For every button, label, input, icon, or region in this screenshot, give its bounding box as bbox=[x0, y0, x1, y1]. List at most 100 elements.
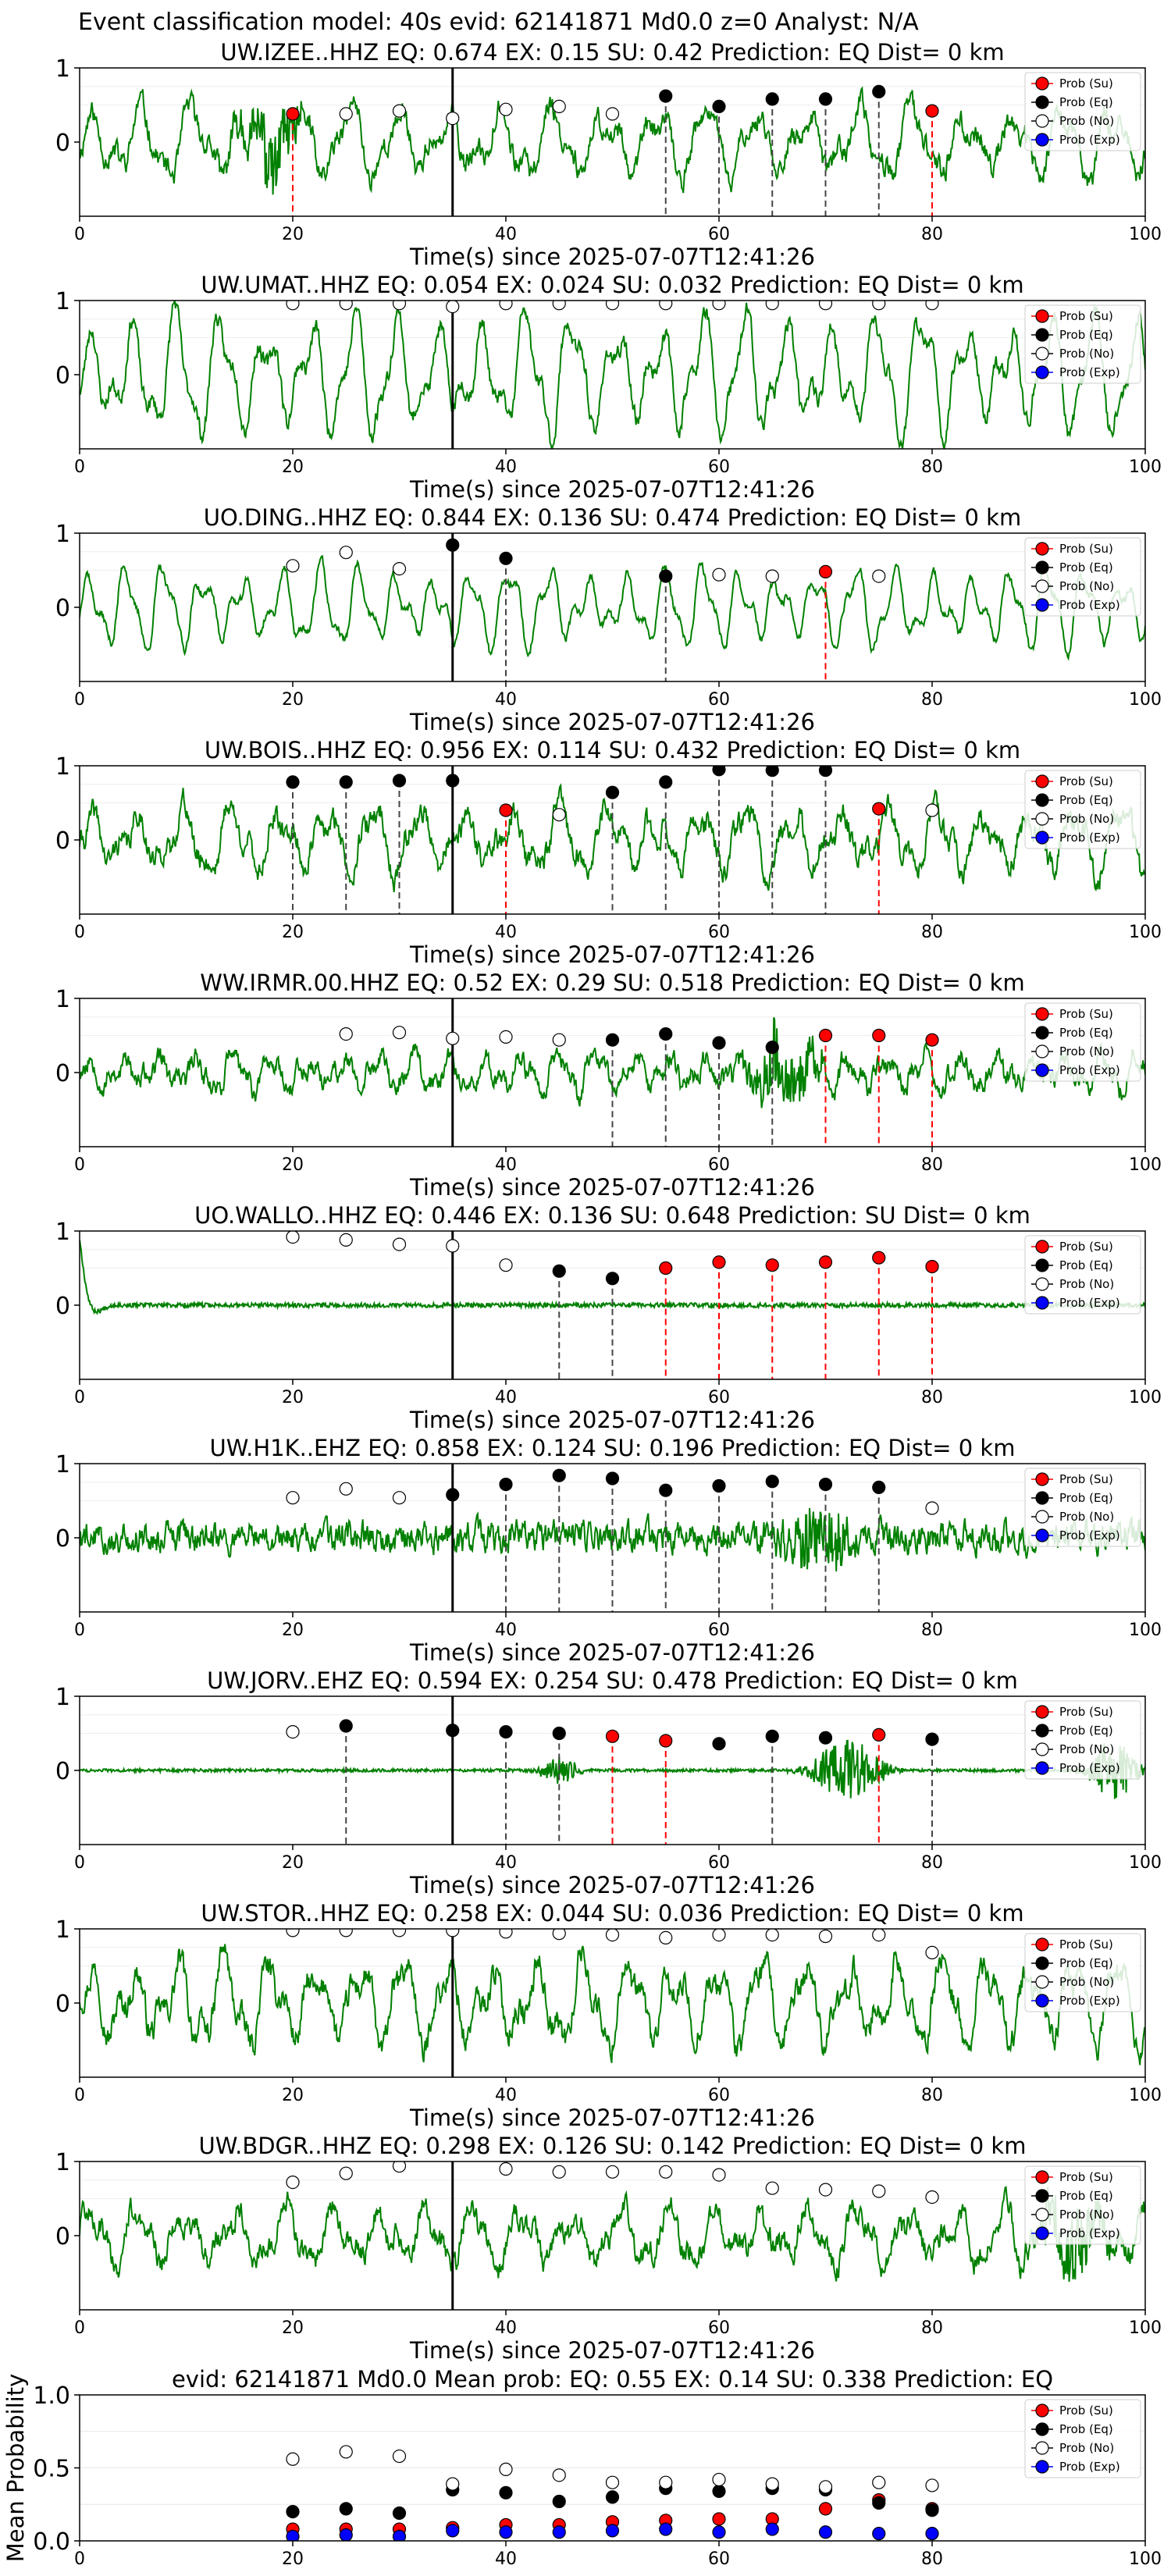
station-panel-6-x-tick-label-2: 40 bbox=[495, 1388, 517, 1407]
station-panel-10-x-tick-label-1: 20 bbox=[282, 2318, 304, 2338]
station-panel-9-x-tick-label-2: 40 bbox=[495, 2086, 517, 2105]
station-panel-10-x-tick-label-3: 60 bbox=[708, 2318, 730, 2338]
station-panel-10-y-ticks: 01 bbox=[55, 2149, 80, 2250]
station-panel-6-prob-marker-9 bbox=[765, 1258, 779, 1272]
station-panel-10-legend-marker-eq bbox=[1035, 2189, 1049, 2203]
station-panel-10-y-tick-label-0: 0 bbox=[55, 2223, 70, 2250]
station-panel-2-prob-marker-12 bbox=[925, 301, 939, 311]
station-panel-10-legend-marker-exp bbox=[1035, 2226, 1049, 2240]
station-panel-10-y-tick-label-1: 1 bbox=[55, 2149, 70, 2176]
station-panel-7-prob-marker-10 bbox=[818, 1477, 833, 1492]
station-panel-4-prob-marker-6 bbox=[605, 785, 620, 799]
station-panel-5-legend-label-no: Prob (No) bbox=[1059, 1044, 1114, 1059]
station-panel-6-legend-marker-eq bbox=[1035, 1258, 1049, 1272]
station-panel-4-x-tick-label-3: 60 bbox=[708, 923, 730, 942]
mean-prob-panel-exp-point-1 bbox=[339, 2528, 353, 2541]
mean-prob-panel-eq-point-8 bbox=[712, 2484, 726, 2499]
station-panel-3-legend-label-no: Prob (No) bbox=[1059, 579, 1114, 593]
station-panel-2-prob-marker-3 bbox=[446, 301, 460, 314]
station-panel-6-legend-label-eq: Prob (Eq) bbox=[1059, 1258, 1113, 1272]
mean-prob-panel-no-point-3 bbox=[446, 2477, 460, 2491]
station-panel-4-legend-label-no: Prob (No) bbox=[1059, 812, 1114, 826]
station-panel-10-x-ticks: 0 20 40 60 80 100 bbox=[74, 2310, 1162, 2338]
station-panel-8-x-tick-label-1: 20 bbox=[282, 1853, 304, 1873]
station-panel-3-legend-label-eq: Prob (Eq) bbox=[1059, 560, 1113, 575]
station-panel-4-legend-marker-su bbox=[1035, 774, 1049, 788]
mean-prob-panel-no-point-1 bbox=[339, 2445, 353, 2459]
station-panel-1-prob-marker-2 bbox=[392, 104, 407, 118]
station-panel-10-legend-frame bbox=[1024, 2165, 1141, 2245]
mean-prob-panel-exp-point-6 bbox=[605, 2524, 620, 2538]
station-panel-6-prob-marker-12 bbox=[925, 1259, 939, 1274]
station-panel-1-prob-marker-1 bbox=[339, 107, 353, 121]
mean-prob-panel-x-tick-label-5: 100 bbox=[1129, 2549, 1162, 2569]
station-panel-9-y-tick-label-1: 1 bbox=[55, 1916, 70, 1944]
mean-prob-panel-exp-point-8 bbox=[712, 2525, 726, 2539]
station-panel-10-prob-marker-10 bbox=[872, 2184, 886, 2198]
station-panel-3-prob-marker-2 bbox=[392, 561, 407, 576]
station-panel-5-y-tick-label-0: 0 bbox=[55, 1060, 70, 1087]
station-panel-8-legend-label-su: Prob (Su) bbox=[1059, 1705, 1113, 1719]
station-panel-5-prob-marker-7 bbox=[712, 1036, 726, 1050]
station-panel-6-x-ticks: 0 20 40 60 80 100 bbox=[74, 1379, 1162, 1407]
station-panel-6-x-tick-label-0: 0 bbox=[74, 1388, 85, 1407]
station-panel-5-legend-marker-eq bbox=[1035, 1026, 1049, 1040]
mean-prob-panel-legend-marker-eq bbox=[1035, 2422, 1049, 2436]
station-panel-9-x-tick-label-1: 20 bbox=[282, 2086, 304, 2105]
station-panel-2-prob-marker-6 bbox=[605, 301, 620, 311]
station-panel-7-y-ticks: 01 bbox=[55, 1451, 80, 1553]
station-panel-8-prob-marker-10 bbox=[872, 1727, 886, 1742]
station-panel-9-x-tick-label-4: 80 bbox=[921, 2086, 943, 2105]
mean-prob-panel-y-axis-label: Mean Probability bbox=[2, 2374, 29, 2563]
station-panel-2-waveform bbox=[80, 301, 1145, 449]
station-panel-5-prob-marker-3 bbox=[499, 1030, 513, 1044]
station-panel-2-prob-marker-9 bbox=[765, 301, 779, 311]
station-panel-9-legend-label-exp: Prob (Exp) bbox=[1059, 1994, 1120, 2008]
station-panel-2-prob-marker-8 bbox=[712, 301, 726, 311]
station-panel-2-x-tick-label-1: 20 bbox=[282, 457, 304, 477]
station-panel-1-legend-marker-exp bbox=[1035, 133, 1049, 147]
station-panel-7-legend-marker-su bbox=[1035, 1472, 1049, 1486]
station-panel-1-prob-marker-10 bbox=[818, 92, 833, 106]
station-panel-3-legend-frame bbox=[1024, 537, 1141, 617]
station-panel-4-plot-area bbox=[80, 766, 1145, 914]
station-panel-7-prob-marker-2 bbox=[392, 1491, 407, 1505]
station-panel-10-title: UW.BDGR..HHZ EQ: 0.298 EX: 0.126 SU: 0.1… bbox=[199, 2133, 1027, 2159]
station-panel-3-x-tick-label-4: 80 bbox=[921, 690, 943, 710]
station-panel-8-prob-marker-0 bbox=[286, 1725, 300, 1739]
station-panel-6-prob-marker-1 bbox=[339, 1233, 353, 1247]
station-panel-5-legend-label-eq: Prob (Eq) bbox=[1059, 1026, 1113, 1040]
station-panel-8-prob-marker-1 bbox=[339, 1719, 353, 1733]
station-panel-10-x-axis-label: Time(s) since 2025-07-07T12:41:26 bbox=[409, 2337, 815, 2364]
station-panel-6-prob-marker-3 bbox=[446, 1239, 460, 1253]
station-panel-7-prob-marker-5 bbox=[552, 1468, 566, 1482]
mean-prob-panel-x-tick-label-0: 0 bbox=[74, 2549, 85, 2569]
station-panel-3-prob-marker-0 bbox=[286, 559, 300, 573]
mean-prob-panel-no-point-12 bbox=[925, 2478, 939, 2492]
station-panel-1-plot-area bbox=[80, 68, 1145, 216]
station-panel-9-legend-marker-su bbox=[1035, 1937, 1049, 1952]
mean-prob-panel-x-tick-label-3: 60 bbox=[708, 2549, 730, 2569]
station-panel-3-prob-marker-3 bbox=[446, 538, 460, 552]
station-panel-9-legend-marker-exp bbox=[1035, 1994, 1049, 2008]
station-panel-9-legend-marker-eq bbox=[1035, 1956, 1049, 1970]
station-panel-6-prob-marker-10 bbox=[818, 1255, 833, 1269]
station-panel-1-prob-marker-3 bbox=[446, 112, 460, 126]
station-panel-5-prob-marker-6 bbox=[659, 1026, 673, 1041]
station-panel-9-prob-marker-6 bbox=[605, 1929, 620, 1942]
station-panel-7-legend: Prob (Su) Prob (Eq) Prob (No) Prob (Exp) bbox=[1024, 1468, 1141, 1547]
mean-prob-panel-exp-point-3 bbox=[446, 2524, 460, 2538]
station-panel-8-y-tick-label-0: 0 bbox=[55, 1758, 70, 1785]
station-panel-10-prob-marker-0 bbox=[286, 2176, 300, 2190]
station-panel-8-legend-marker-su bbox=[1035, 1705, 1049, 1719]
station-panel-4-legend-label-exp: Prob (Exp) bbox=[1059, 831, 1120, 845]
station-panel-5-legend-frame bbox=[1024, 1002, 1141, 1082]
station-panel-9-plot-area bbox=[80, 1929, 1145, 2077]
station-panel-4-prob-marker-3 bbox=[446, 774, 460, 788]
station-panel-6-prob-marker-7 bbox=[659, 1261, 673, 1276]
station-panel-3-legend-marker-no bbox=[1035, 579, 1049, 593]
station-panel-4-legend: Prob (Su) Prob (Eq) Prob (No) Prob (Exp) bbox=[1024, 770, 1141, 849]
station-panel-10-legend-label-su: Prob (Su) bbox=[1059, 2170, 1113, 2184]
station-panel-6-y-tick-label-0: 0 bbox=[55, 1293, 70, 1320]
station-panel-5-prob-marker-8 bbox=[765, 1041, 779, 1055]
